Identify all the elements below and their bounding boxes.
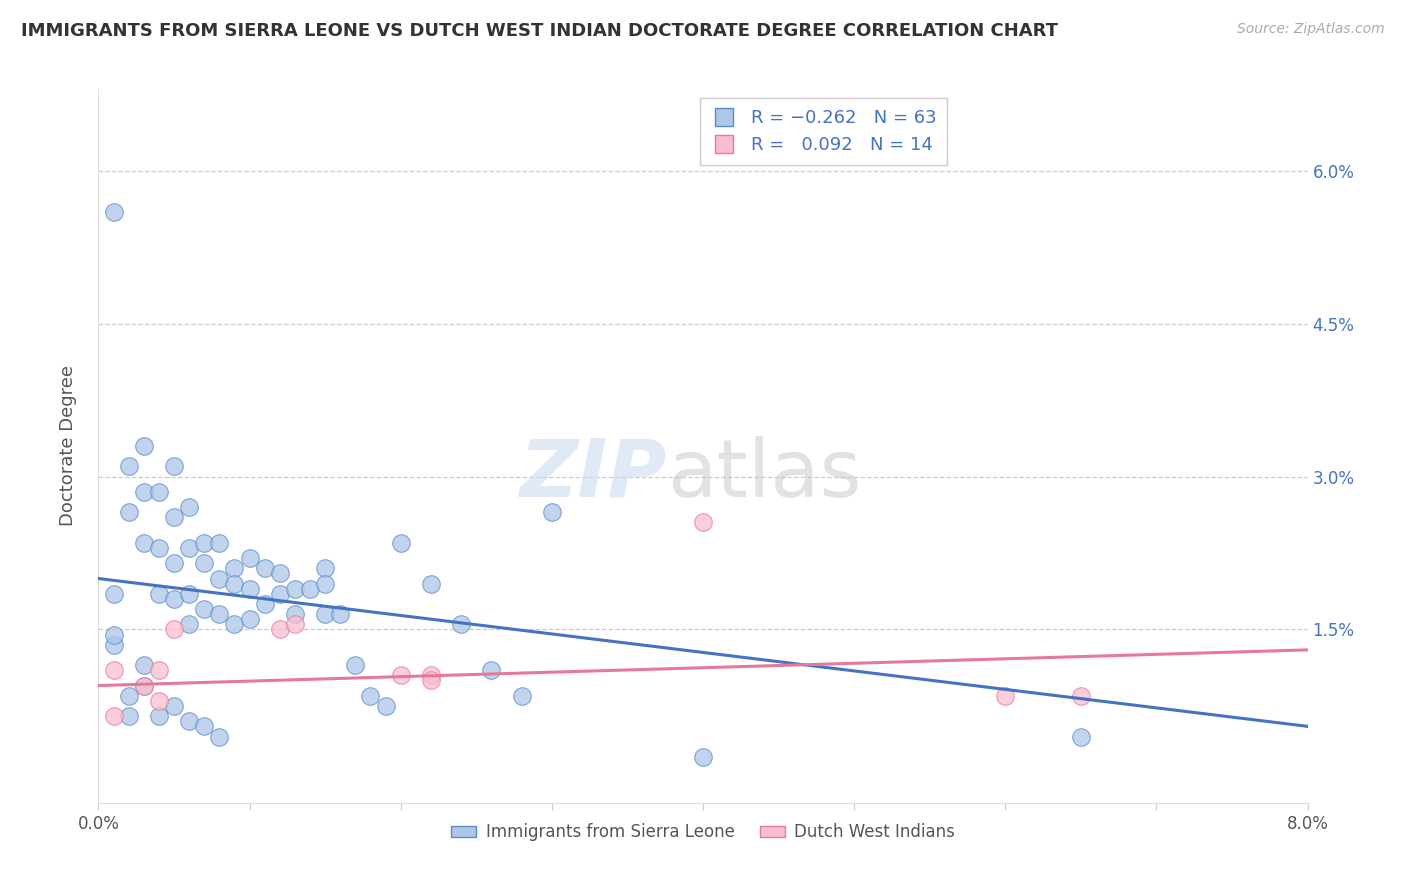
Point — [314, 576, 336, 591]
Point — [420, 576, 443, 591]
Point — [118, 505, 141, 519]
Point — [103, 204, 125, 219]
Point — [253, 561, 276, 575]
Point — [179, 500, 201, 515]
Point — [132, 484, 155, 499]
Point — [193, 602, 215, 616]
Point — [148, 541, 170, 555]
Point — [420, 673, 443, 688]
Point — [118, 459, 141, 474]
Point — [269, 623, 291, 637]
Point — [239, 612, 262, 626]
Point — [132, 536, 155, 550]
Point — [132, 439, 155, 453]
Point — [208, 730, 231, 744]
Point — [193, 556, 215, 570]
Point — [510, 689, 533, 703]
Point — [374, 698, 396, 713]
Point — [103, 663, 125, 677]
Point — [540, 505, 562, 519]
Point — [239, 582, 262, 596]
Point — [208, 536, 231, 550]
Point — [148, 587, 170, 601]
Point — [389, 536, 412, 550]
Text: atlas: atlas — [666, 435, 860, 514]
Point — [344, 658, 367, 673]
Point — [224, 561, 246, 575]
Text: ZIP: ZIP — [519, 435, 666, 514]
Point — [1070, 689, 1092, 703]
Point — [314, 561, 336, 575]
Point — [269, 566, 291, 581]
Point — [193, 719, 215, 733]
Point — [360, 689, 382, 703]
Point — [132, 679, 155, 693]
Point — [692, 516, 714, 530]
Point — [224, 576, 246, 591]
Point — [208, 607, 231, 622]
Point — [450, 617, 472, 632]
Point — [420, 668, 443, 682]
Point — [163, 510, 186, 524]
Point — [253, 597, 276, 611]
Point — [103, 709, 125, 723]
Point — [179, 587, 201, 601]
Point — [132, 679, 155, 693]
Text: IMMIGRANTS FROM SIERRA LEONE VS DUTCH WEST INDIAN DOCTORATE DEGREE CORRELATION C: IMMIGRANTS FROM SIERRA LEONE VS DUTCH WE… — [21, 22, 1059, 40]
Point — [118, 689, 141, 703]
Point — [179, 617, 201, 632]
Point — [284, 617, 307, 632]
Point — [179, 541, 201, 555]
Point — [481, 663, 503, 677]
Point — [103, 587, 125, 601]
Point — [284, 607, 307, 622]
Point — [148, 663, 170, 677]
Point — [193, 536, 215, 550]
Point — [314, 607, 336, 622]
Point — [179, 714, 201, 729]
Point — [163, 591, 186, 606]
Legend: Immigrants from Sierra Leone, Dutch West Indians: Immigrants from Sierra Leone, Dutch West… — [444, 817, 962, 848]
Point — [148, 709, 170, 723]
Y-axis label: Doctorate Degree: Doctorate Degree — [59, 366, 77, 526]
Point — [103, 627, 125, 641]
Point — [389, 668, 412, 682]
Point — [118, 709, 141, 723]
Point — [163, 623, 186, 637]
Point — [1070, 730, 1092, 744]
Point — [148, 694, 170, 708]
Point — [269, 587, 291, 601]
Point — [163, 556, 186, 570]
Text: Source: ZipAtlas.com: Source: ZipAtlas.com — [1237, 22, 1385, 37]
Point — [692, 750, 714, 764]
Point — [103, 638, 125, 652]
Point — [132, 658, 155, 673]
Point — [163, 459, 186, 474]
Point — [329, 607, 352, 622]
Point — [284, 582, 307, 596]
Point — [239, 551, 262, 566]
Point — [994, 689, 1017, 703]
Point — [299, 582, 322, 596]
Point — [148, 484, 170, 499]
Point — [224, 617, 246, 632]
Point — [208, 572, 231, 586]
Point — [163, 698, 186, 713]
